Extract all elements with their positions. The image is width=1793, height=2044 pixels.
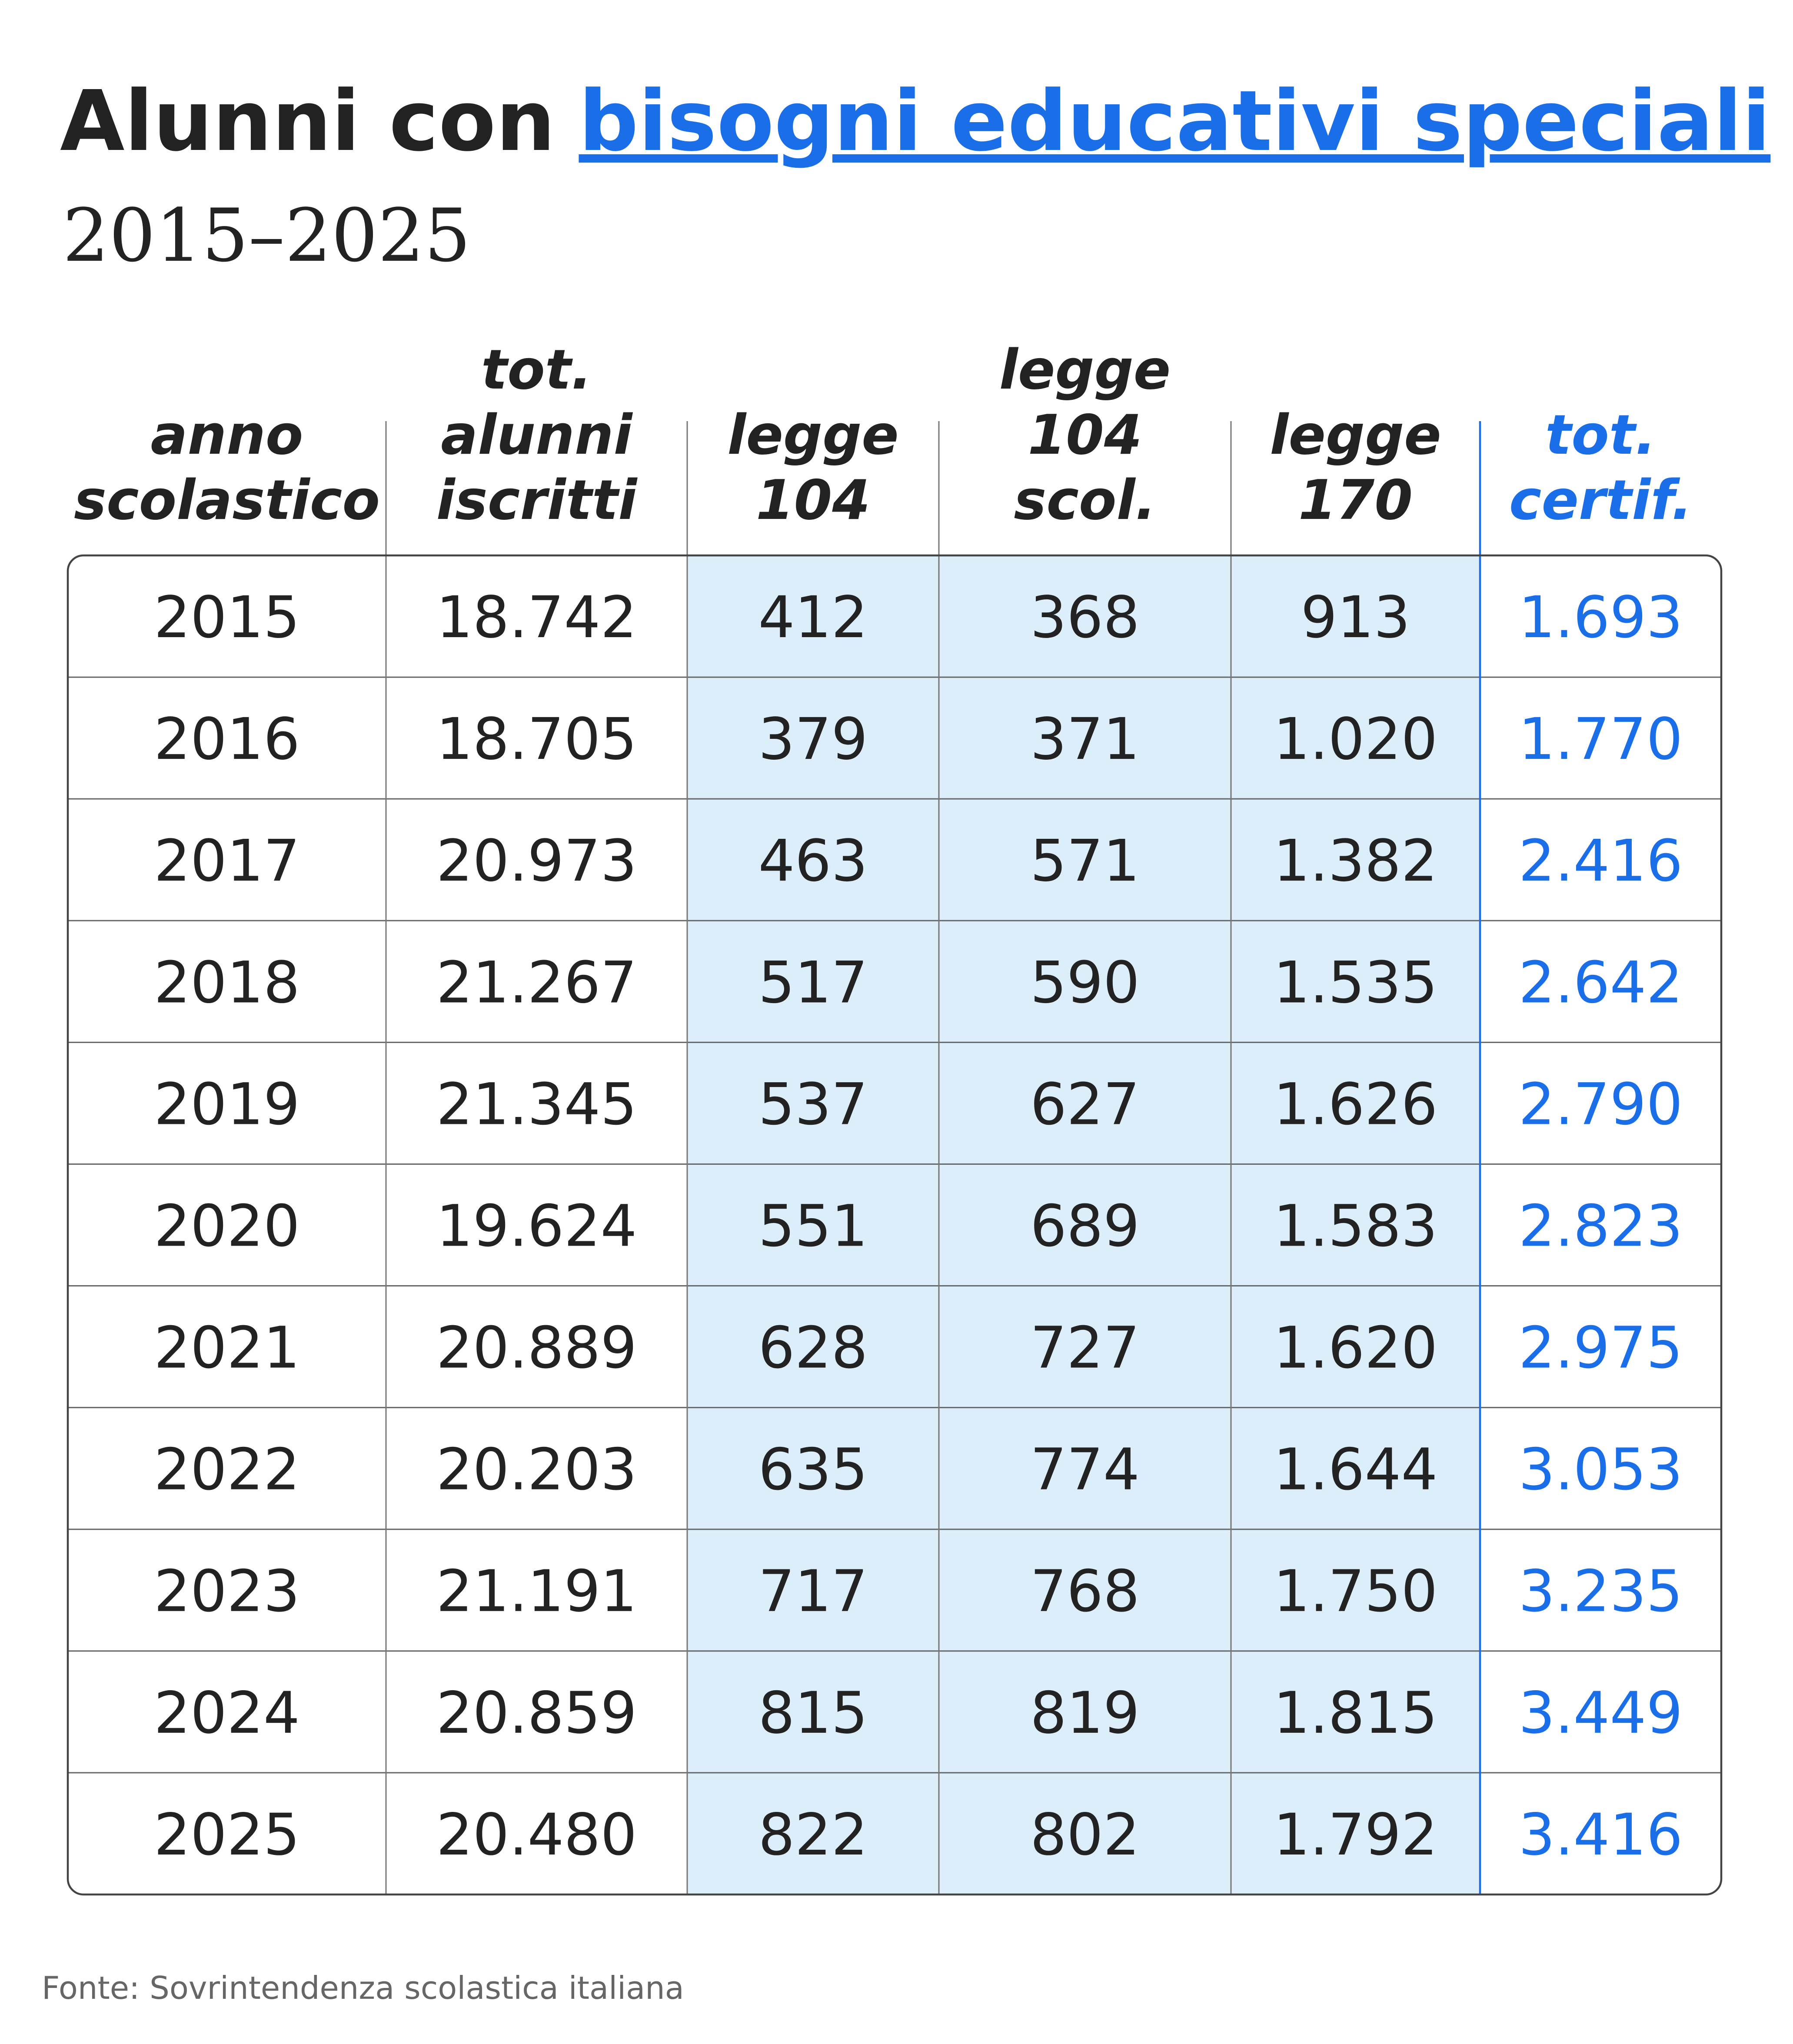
table-cell: 2021 xyxy=(154,1315,300,1382)
table-cell: 1.815 xyxy=(1274,1680,1438,1747)
table-cell: 20.889 xyxy=(436,1315,637,1382)
column-header: 170 xyxy=(1298,468,1413,532)
table-cell: 1.626 xyxy=(1274,1071,1438,1138)
table-cell: 2025 xyxy=(154,1801,300,1868)
table-cell: 571 xyxy=(1030,828,1140,894)
subtitle: 2015–2025 xyxy=(63,193,471,278)
column-header: scol. xyxy=(1014,468,1156,532)
table-cell: 689 xyxy=(1030,1193,1140,1260)
table-cell: 1.792 xyxy=(1274,1801,1438,1868)
table-cell: 18.705 xyxy=(436,706,637,773)
table-cell: 1.644 xyxy=(1274,1436,1438,1503)
table-cell: 2020 xyxy=(154,1193,300,1260)
table-cell: 1.382 xyxy=(1274,828,1438,894)
column-header: tot. xyxy=(481,338,592,402)
table-cell: 21.267 xyxy=(436,949,637,1016)
table-cell: 2.642 xyxy=(1519,949,1683,1016)
table-cell: 19.624 xyxy=(436,1193,637,1260)
table-cell: 2.416 xyxy=(1519,828,1683,894)
table-cell: 2.790 xyxy=(1519,1071,1683,1138)
table-cell: 822 xyxy=(758,1801,868,1868)
column-header: certif. xyxy=(1509,468,1692,532)
table-cell: 537 xyxy=(758,1071,868,1138)
title-link[interactable]: bisogni educativi speciali xyxy=(579,73,1770,170)
title: Alunni con bisogni educativi speciali xyxy=(60,73,1770,170)
table-cell: 21.191 xyxy=(436,1558,637,1625)
table-cell: 1.770 xyxy=(1519,706,1683,773)
table-cell: 2017 xyxy=(154,828,300,894)
column-header: legge xyxy=(727,403,898,467)
table-cell: 627 xyxy=(1030,1071,1140,1138)
table-cell: 2016 xyxy=(154,706,300,773)
column-header: 104 xyxy=(756,468,870,532)
column-header: legge xyxy=(999,338,1171,402)
table-cell: 2015 xyxy=(154,584,300,651)
column-header: alunni xyxy=(441,403,633,467)
table-cell: 1.535 xyxy=(1274,949,1438,1016)
table-border xyxy=(67,554,1723,1896)
table-cell: 635 xyxy=(758,1436,868,1503)
table-cell: 1.750 xyxy=(1274,1558,1438,1625)
table-cell: 815 xyxy=(758,1680,868,1747)
table-cell: 774 xyxy=(1030,1436,1140,1503)
table-cell: 3.416 xyxy=(1519,1801,1683,1868)
table-cell: 2018 xyxy=(154,949,300,1016)
column-header: 104 xyxy=(1028,403,1142,467)
table-cell: 379 xyxy=(758,706,868,773)
table-cell: 412 xyxy=(758,584,868,651)
table-cell: 1.693 xyxy=(1519,584,1683,651)
table-cell: 3.053 xyxy=(1519,1436,1683,1503)
table-cell: 2.823 xyxy=(1519,1193,1683,1260)
table-cell: 20.203 xyxy=(436,1436,637,1503)
table-cell: 20.859 xyxy=(436,1680,637,1747)
table-cell: 628 xyxy=(758,1315,868,1382)
source: Fonte: Sovrintendenza scolastica italian… xyxy=(42,1970,684,2006)
table-cell: 2022 xyxy=(154,1436,300,1503)
column-header: legge xyxy=(1270,403,1441,467)
table-cell: 20.480 xyxy=(436,1801,637,1868)
table-cell: 368 xyxy=(1030,584,1140,651)
table-cell: 18.742 xyxy=(436,584,637,651)
table-cell: 517 xyxy=(758,949,868,1016)
table-cell: 371 xyxy=(1030,706,1140,773)
table-cell: 463 xyxy=(758,828,868,894)
table-cell: 2019 xyxy=(154,1071,300,1138)
table-cell: 3.449 xyxy=(1519,1680,1683,1747)
table-cell: 2024 xyxy=(154,1680,300,1747)
title-text: Alunni con xyxy=(60,73,555,170)
table-cell: 551 xyxy=(758,1193,868,1260)
table-cell: 3.235 xyxy=(1519,1558,1683,1625)
table: annoscolasticotot.alunniiscrittilegge104… xyxy=(67,338,1723,1896)
column-header: anno xyxy=(151,403,303,467)
table-cell: 802 xyxy=(1030,1801,1140,1868)
column-header: scolastico xyxy=(74,468,380,532)
shaded-columns xyxy=(687,555,1480,1894)
table-cell: 1.583 xyxy=(1274,1193,1438,1260)
table-cell: 2.975 xyxy=(1519,1315,1683,1382)
column-header: iscritti xyxy=(436,468,638,532)
table-cell: 1.620 xyxy=(1274,1315,1438,1382)
table-cell: 717 xyxy=(758,1558,868,1625)
table-cell: 21.345 xyxy=(436,1071,637,1138)
table-cell: 727 xyxy=(1030,1315,1140,1382)
column-header: tot. xyxy=(1545,403,1656,467)
table-cell: 1.020 xyxy=(1274,706,1438,773)
table-cell: 590 xyxy=(1030,949,1140,1016)
table-cell: 2023 xyxy=(154,1558,300,1625)
table-cell: 819 xyxy=(1030,1680,1140,1747)
table-cell: 768 xyxy=(1030,1558,1140,1625)
table-cell: 20.973 xyxy=(436,828,637,894)
table-cell: 913 xyxy=(1301,584,1410,651)
